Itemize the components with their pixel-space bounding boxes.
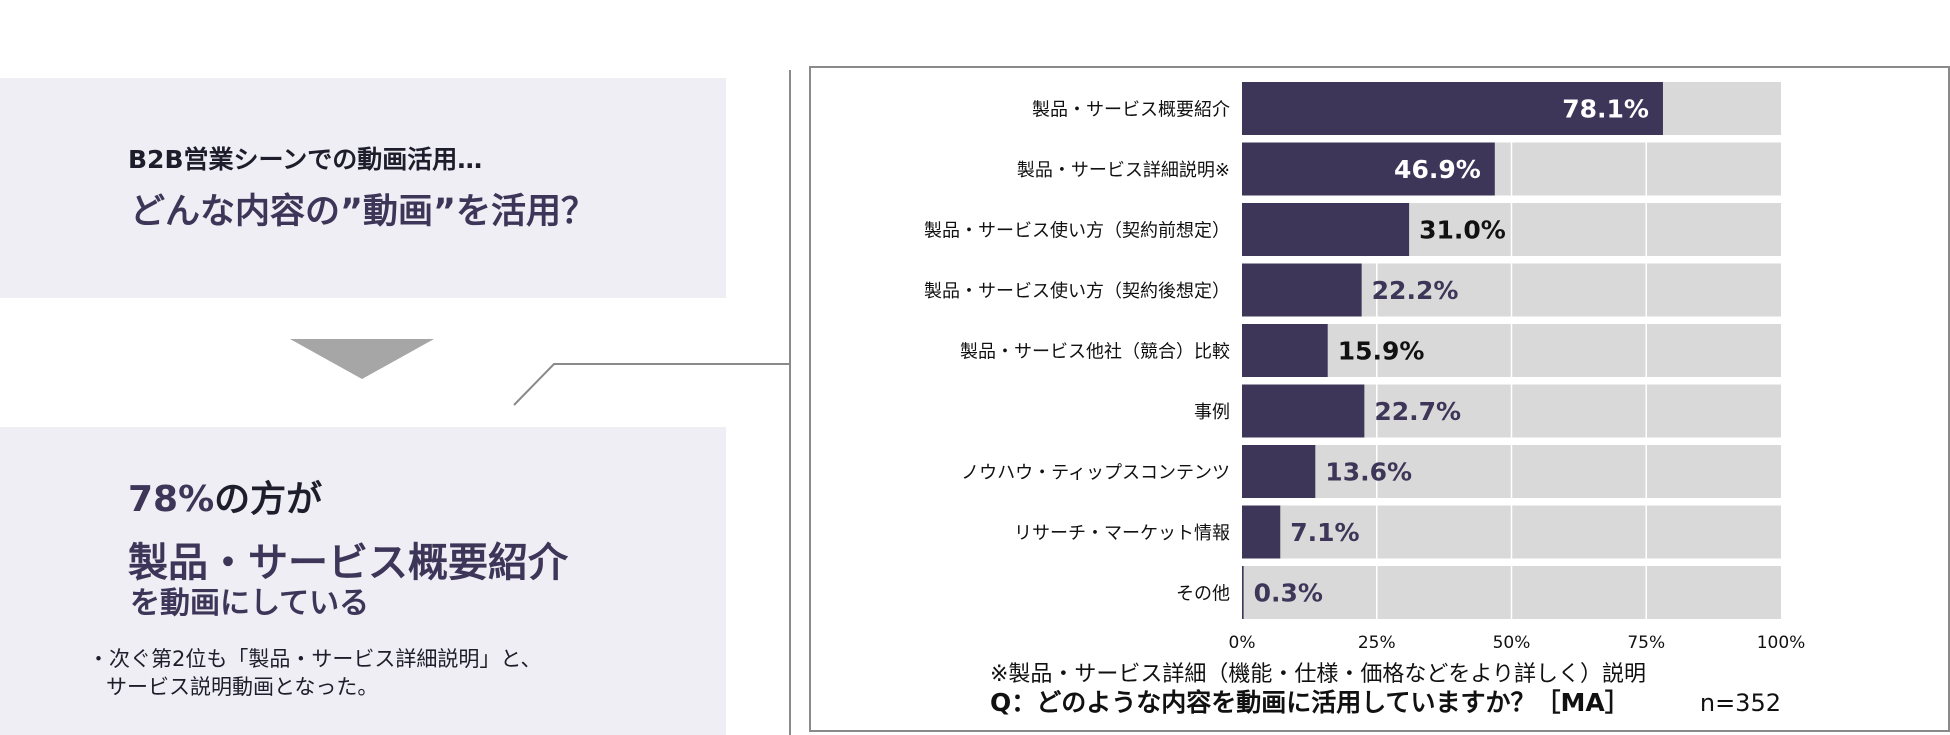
- x-tick-label: 50%: [1493, 633, 1531, 653]
- category-label: ノウハウ・ティップスコンテンツ: [961, 463, 1230, 484]
- value-label: 15.9%: [1338, 337, 1425, 366]
- bar: [1242, 445, 1316, 498]
- x-tick-label: 0%: [1229, 633, 1256, 653]
- question-panel: [0, 78, 726, 298]
- value-label: 31.0%: [1419, 216, 1506, 245]
- chart-footnote: ※製品・サービス詳細（機能・仕様・価格などをより詳しく）説明: [990, 662, 1646, 687]
- chart-question: Q：どのような内容を動画に活用していますか？［MA］: [990, 688, 1630, 717]
- value-label: 7.1%: [1290, 518, 1359, 547]
- result-highlight: 製品・サービス概要紹介: [128, 540, 568, 586]
- callout-line: [513, 363, 790, 406]
- bar: [1242, 82, 1663, 135]
- value-label: 22.7%: [1374, 397, 1461, 426]
- category-label: 製品・サービス使い方（契約前想定）: [924, 221, 1230, 242]
- chart-frame: 製品・サービス概要紹介 78.1% 製品・サービス詳細説明※ 46.9% 製品・サービス…: [809, 66, 1950, 732]
- result-headline: 78%の方が: [128, 470, 322, 522]
- value-label: 78.1%: [1562, 95, 1649, 124]
- value-label: 22.2%: [1372, 276, 1459, 305]
- bar: [1242, 505, 1281, 559]
- value-label: 46.9%: [1394, 155, 1481, 184]
- result-tail: を動画にしている: [130, 586, 370, 621]
- note-list: ・次ぐ第2位も「製品・サービス詳細説明」と、 サービス説明動画となった。: [88, 645, 542, 701]
- value-label: 13.6%: [1325, 458, 1412, 487]
- category-label: 製品・サービス使い方（契約後想定）: [924, 281, 1230, 302]
- lead-title: どんな内容の”動画”を活用？: [130, 192, 597, 232]
- category-label: リサーチ・マーケット情報: [1014, 523, 1230, 544]
- result-panel: [0, 427, 726, 735]
- bar: [1242, 142, 1495, 196]
- bar: [1242, 263, 1362, 317]
- category-label: 製品・サービス他社（競合）比較: [960, 342, 1230, 363]
- bar: [1242, 324, 1328, 377]
- category-label: その他: [1176, 584, 1230, 605]
- result-percentage: 78%: [128, 479, 215, 520]
- result-suffix: の方が: [214, 479, 323, 520]
- sample-size: n=352: [1700, 689, 1781, 717]
- bar: [1242, 384, 1365, 438]
- lead-subtitle: B2B営業シーンでの動画活用…: [128, 145, 483, 174]
- x-tick-label: 100%: [1757, 633, 1806, 653]
- x-tick-label: 25%: [1358, 633, 1396, 653]
- bar-chart: 製品・サービス概要紹介 78.1% 製品・サービス詳細説明※ 46.9% 製品・サービス…: [924, 82, 1806, 717]
- value-label: 0.3%: [1254, 579, 1323, 608]
- down-arrow-icon: [290, 339, 434, 379]
- bar: [1242, 566, 1244, 619]
- category-label: 製品・サービス概要紹介: [1032, 100, 1230, 121]
- category-label: 製品・サービス詳細説明※: [1017, 160, 1230, 181]
- bar: [1242, 203, 1410, 256]
- category-label: 事例: [1194, 402, 1230, 423]
- x-tick-label: 75%: [1627, 633, 1665, 653]
- note-item: ・次ぐ第2位も「製品・サービス詳細説明」と、 サービス説明動画となった。: [88, 647, 542, 699]
